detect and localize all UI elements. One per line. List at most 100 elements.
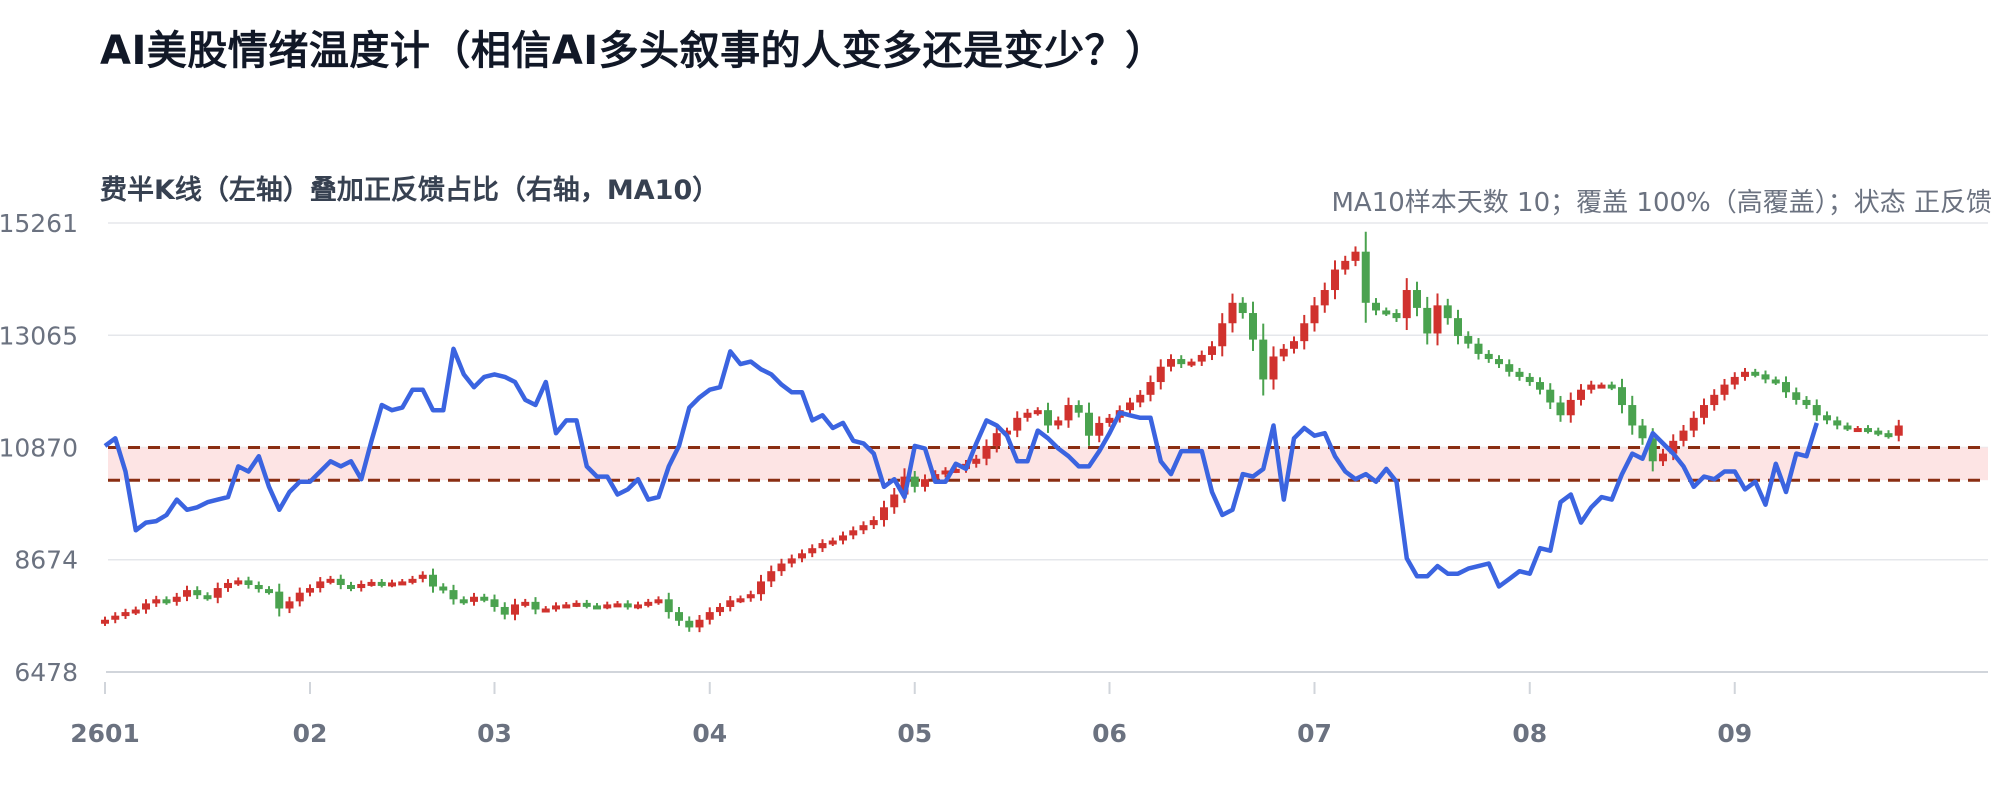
candle-body bbox=[377, 581, 386, 586]
candle-body bbox=[1310, 305, 1319, 324]
candle-body bbox=[552, 605, 560, 610]
candle-body bbox=[1525, 376, 1534, 383]
candle-body bbox=[521, 601, 530, 606]
candle-body bbox=[111, 615, 120, 620]
candle-body bbox=[1556, 402, 1565, 416]
candle-body bbox=[1505, 364, 1514, 372]
candle-body bbox=[705, 612, 714, 620]
y-tick-label: 6478 bbox=[14, 658, 78, 687]
candle-body bbox=[1669, 440, 1678, 454]
candle-body bbox=[367, 581, 376, 586]
candle-body bbox=[449, 590, 458, 600]
candle-body bbox=[1648, 438, 1657, 462]
candle-body bbox=[1884, 433, 1893, 438]
candle-body bbox=[1536, 382, 1544, 390]
x-tick-label: 06 bbox=[1092, 719, 1127, 748]
candle-body bbox=[1474, 343, 1483, 354]
candle-body bbox=[716, 606, 724, 613]
candle-body bbox=[859, 525, 868, 531]
candle-body bbox=[418, 574, 427, 579]
page-title: AI美股情绪温度计（相信AI多头叙事的人变多还是变少？） bbox=[100, 28, 1166, 74]
candle-body bbox=[234, 580, 243, 585]
candle-body bbox=[1443, 305, 1452, 319]
candle-body bbox=[326, 578, 335, 583]
status-text: MA10样本天数 10；覆盖 100%（高覆盖）；状态 正反馈 bbox=[1331, 188, 1992, 218]
candle-body bbox=[1023, 412, 1032, 418]
candle-body bbox=[1351, 251, 1360, 261]
candle-body bbox=[1228, 302, 1237, 324]
candle-body bbox=[1730, 376, 1739, 385]
candle-body bbox=[1218, 323, 1227, 347]
candle-body bbox=[757, 581, 765, 595]
candle-body bbox=[1249, 313, 1257, 340]
candle-body bbox=[1751, 371, 1760, 376]
candle-body bbox=[142, 603, 150, 610]
candle-body bbox=[316, 581, 325, 589]
candle-body bbox=[1607, 384, 1616, 389]
candle-body bbox=[490, 599, 499, 607]
candle-body bbox=[275, 591, 284, 609]
candle-body bbox=[828, 540, 837, 545]
candle-body bbox=[388, 582, 396, 587]
candle-body bbox=[1167, 359, 1175, 367]
candle-body bbox=[265, 589, 273, 594]
candle-body bbox=[295, 592, 304, 602]
candle-body bbox=[603, 604, 612, 609]
candle-body bbox=[1515, 371, 1524, 377]
candle-body bbox=[695, 619, 704, 628]
candle-body bbox=[787, 558, 796, 564]
candle-body bbox=[500, 606, 509, 615]
candle-body bbox=[1812, 405, 1821, 416]
y-tick-label: 15261 bbox=[0, 209, 78, 238]
candle-body bbox=[1566, 399, 1575, 416]
candle-body bbox=[1597, 384, 1606, 389]
candle-body bbox=[1136, 394, 1145, 403]
candle-body bbox=[900, 476, 909, 495]
candle-body bbox=[685, 620, 694, 628]
candle-body bbox=[1628, 405, 1637, 426]
candle-body bbox=[131, 609, 140, 614]
candle-body bbox=[1320, 290, 1329, 306]
candle-body bbox=[675, 612, 683, 621]
candle-body bbox=[982, 445, 991, 459]
candle-body bbox=[1392, 313, 1401, 319]
candle-body bbox=[654, 599, 663, 604]
sentiment-polyline bbox=[103, 346, 1819, 589]
candle-body bbox=[1792, 392, 1801, 400]
candle-body bbox=[1095, 422, 1104, 436]
x-tick-label: 05 bbox=[897, 719, 932, 748]
candle-body bbox=[1331, 269, 1339, 291]
candle-body bbox=[1290, 341, 1298, 349]
chart-subtitle: 费半K线（左轴）叠加正反馈占比（右轴，MA10） bbox=[100, 175, 720, 206]
candle-body bbox=[582, 602, 591, 607]
candle-body bbox=[1269, 356, 1278, 380]
candle-body bbox=[162, 599, 171, 604]
candle-body bbox=[429, 574, 437, 587]
candle-body bbox=[1700, 405, 1708, 418]
candle-body bbox=[285, 601, 294, 609]
candle-body bbox=[1300, 323, 1309, 342]
candle-body bbox=[1372, 302, 1380, 311]
candle-body bbox=[439, 586, 448, 591]
candle-body bbox=[1689, 417, 1698, 431]
y-tick-label: 8674 bbox=[14, 546, 78, 575]
candle-body bbox=[1454, 318, 1462, 337]
candle-body bbox=[1413, 290, 1421, 308]
candle-body bbox=[1771, 379, 1780, 384]
candle-body bbox=[193, 590, 202, 596]
candle-body bbox=[726, 600, 735, 607]
candle-body bbox=[1546, 389, 1555, 403]
candle-body bbox=[1741, 371, 1749, 377]
candle-body bbox=[921, 479, 929, 487]
candle-body bbox=[613, 603, 622, 608]
candle-body bbox=[1720, 384, 1729, 395]
x-tick-label: 09 bbox=[1717, 719, 1752, 748]
candle-body bbox=[1085, 412, 1093, 436]
candle-body bbox=[1044, 410, 1052, 426]
candle-body bbox=[1894, 425, 1903, 436]
candle-body bbox=[746, 594, 755, 599]
candle-body bbox=[992, 433, 1001, 446]
candle-body bbox=[644, 601, 653, 606]
candle-body bbox=[880, 507, 888, 521]
